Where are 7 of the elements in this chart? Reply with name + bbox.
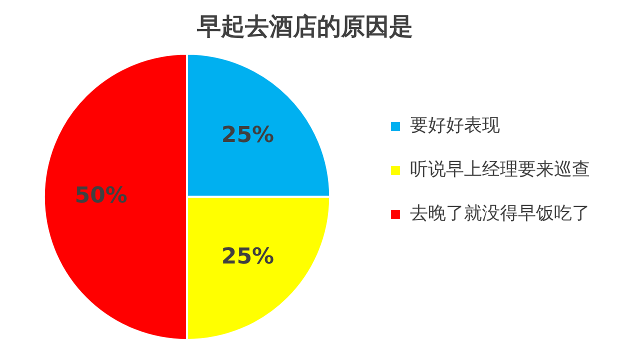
data-label: 25% [221,122,274,148]
legend-label: 要好好表现 [410,115,500,136]
legend-label: 去晚了就没得早饭吃了 [410,203,590,224]
chart-title: 早起去酒店的原因是 [196,12,413,41]
legend-label: 听说早上经理要来巡查 [410,159,590,180]
data-label: 25% [221,244,274,270]
data-label: 50% [74,184,128,209]
